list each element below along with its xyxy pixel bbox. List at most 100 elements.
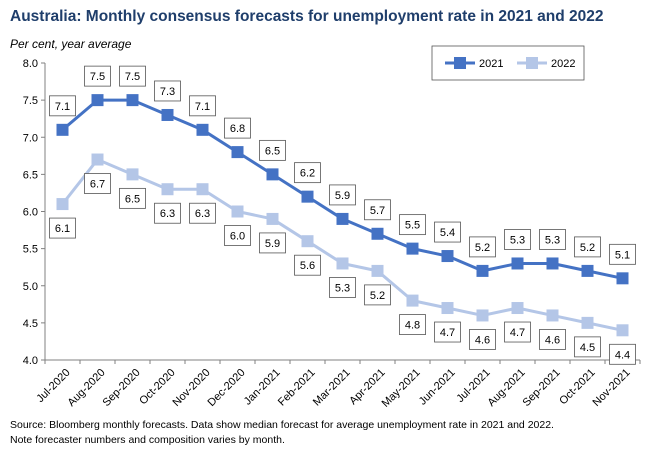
data-label-box [259, 232, 286, 254]
data-label-text: 5.2 [370, 290, 385, 302]
data-label: 6.1 [49, 217, 76, 239]
data-label-text: 4.6 [475, 334, 490, 346]
data-point-2021 [476, 264, 489, 277]
data-label-text: 6.3 [195, 208, 210, 220]
x-tick-label: Sep-2021 [520, 367, 562, 409]
y-tick-label: 7.5 [23, 95, 38, 107]
data-label: 6.7 [84, 173, 111, 194]
data-point-2021 [91, 94, 104, 107]
data-label-box [364, 199, 391, 221]
data-label: 7.1 [49, 95, 76, 117]
data-label-box [224, 225, 251, 246]
y-tick-label: 4.0 [23, 355, 38, 367]
data-label-text: 4.6 [545, 334, 560, 346]
legend-swatch-marker [454, 57, 466, 69]
data-label-box [469, 329, 496, 350]
y-tick-label: 5.5 [23, 244, 38, 256]
data-label: 5.9 [329, 184, 356, 206]
data-label-box [504, 321, 531, 343]
data-point-2022 [196, 183, 209, 196]
y-tick-label: 6.5 [23, 169, 38, 181]
data-point-2021 [581, 264, 594, 277]
data-label-text: 5.2 [475, 242, 490, 254]
data-point-2021 [266, 168, 279, 181]
data-point-2021 [56, 123, 69, 136]
data-label-box [224, 117, 251, 139]
data-point-2022 [56, 198, 69, 211]
data-label-text: 4.7 [440, 327, 455, 339]
data-label: 5.6 [294, 254, 321, 276]
data-label: 5.2 [469, 236, 496, 258]
data-label: 7.5 [119, 65, 146, 87]
data-label: 6.3 [154, 202, 181, 224]
data-label: 4.4 [609, 343, 636, 365]
data-label-box [399, 214, 426, 236]
data-label: 5.1 [609, 243, 636, 265]
data-label: 4.6 [539, 329, 566, 350]
data-point-2022 [336, 257, 349, 270]
legend-swatch-marker [526, 57, 538, 69]
data-point-2021 [231, 146, 244, 159]
data-label-box [434, 321, 461, 343]
data-label: 4.6 [469, 329, 496, 350]
data-label-box [469, 236, 496, 258]
source-note-line-1: Source: Bloomberg monthly forecasts. Dat… [10, 419, 554, 431]
data-point-2022 [231, 205, 244, 218]
data-labels: 7.1 7.5 7.5 7.3 7.1 6.8 6.5 6.2 5.9 5.7 5.5 5.4 5.2 5… [49, 65, 636, 365]
data-label-text: 5.9 [265, 238, 280, 250]
data-point-2021 [371, 227, 384, 240]
data-label-box [364, 284, 391, 306]
data-label-box [84, 65, 111, 87]
data-label-box [154, 202, 181, 224]
data-label-box [154, 80, 181, 102]
data-label: 5.9 [259, 232, 286, 254]
y-tick-label: 7.0 [23, 132, 38, 144]
data-label: 7.1 [189, 95, 216, 117]
data-label-box [189, 95, 216, 117]
data-label: 6.2 [294, 162, 321, 184]
data-label: 7.5 [84, 65, 111, 87]
data-point-2021 [196, 123, 209, 136]
data-point-2022 [91, 153, 104, 166]
y-tick-label: 5.0 [23, 281, 38, 293]
data-label: 5.2 [364, 284, 391, 306]
data-label-text: 6.5 [125, 193, 140, 205]
data-label-text: 6.0 [230, 231, 245, 243]
legend-label: 2022 [551, 58, 575, 70]
data-point-2022 [476, 309, 489, 322]
data-label-text: 5.7 [370, 205, 385, 217]
data-label-box [259, 139, 286, 161]
data-label-text: 6.7 [90, 179, 105, 191]
data-label-text: 5.9 [335, 190, 350, 202]
data-label-text: 5.4 [440, 227, 455, 239]
data-label: 5.2 [574, 236, 601, 258]
data-point-2022 [581, 316, 594, 329]
data-label-text: 6.2 [300, 168, 315, 180]
data-point-2021 [301, 190, 314, 203]
x-tick-label: Feb-2021 [276, 367, 318, 409]
data-label: 6.0 [224, 225, 251, 246]
x-tick-label: Mar-2021 [311, 367, 353, 409]
data-point-2022 [126, 168, 139, 181]
data-point-2021 [161, 108, 174, 121]
data-label-box [609, 243, 636, 265]
data-label-box [329, 184, 356, 206]
data-point-2022 [441, 302, 454, 315]
data-label-box [329, 277, 356, 298]
data-label: 5.3 [329, 277, 356, 298]
data-label: 5.7 [364, 199, 391, 221]
data-label: 5.3 [539, 229, 566, 250]
x-tick-label: Dec-2020 [205, 367, 247, 409]
x-tick-label: Jun-2021 [417, 367, 458, 408]
data-label-text: 4.4 [615, 349, 630, 361]
data-label-text: 7.5 [125, 71, 140, 83]
data-label-box [574, 236, 601, 258]
data-label-box [434, 221, 461, 243]
data-label-text: 7.5 [90, 71, 105, 83]
data-label-box [294, 254, 321, 276]
data-label-text: 6.1 [55, 223, 70, 235]
data-label: 4.7 [434, 321, 461, 343]
data-label-text: 7.3 [160, 86, 175, 98]
